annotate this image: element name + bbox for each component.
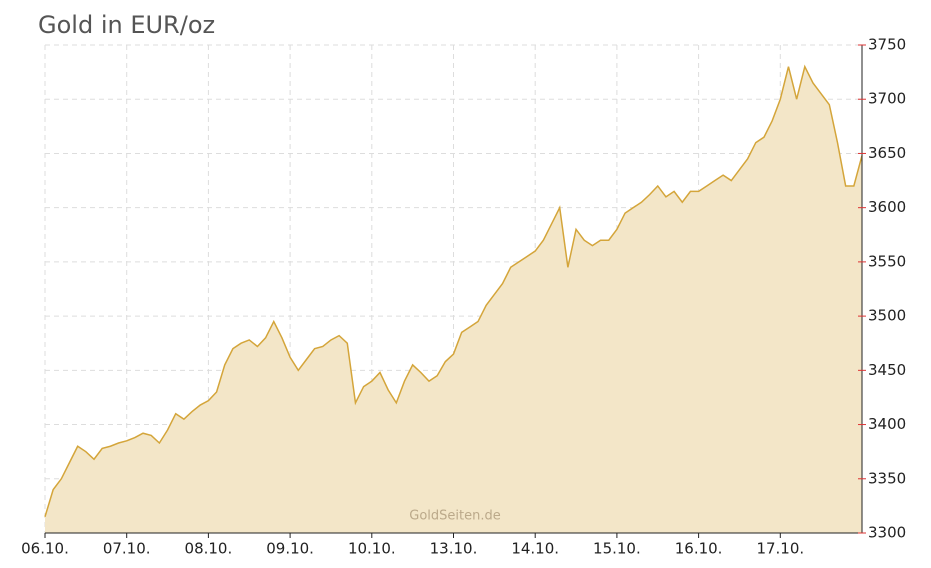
y-tick-label: 3300 [868, 524, 906, 542]
x-tick-label: 07.10. [103, 540, 151, 558]
chart-title: Gold in EUR/oz [38, 11, 215, 39]
y-tick-label: 3500 [868, 307, 906, 325]
x-tick-label: 14.10. [511, 540, 559, 558]
y-tick-label: 3350 [868, 469, 906, 487]
y-tick-label: 3550 [868, 252, 906, 270]
y-tick-label: 3450 [868, 361, 906, 379]
watermark: GoldSeiten.de [409, 509, 500, 524]
x-tick-label: 10.10. [348, 540, 396, 558]
x-tick-label: 06.10. [21, 540, 69, 558]
price-line [44, 64, 863, 517]
area-fill [45, 66, 862, 533]
x-tick-label: 13.10. [430, 540, 478, 558]
x-tick-label: 09.10. [266, 540, 314, 558]
y-tick-label: 3750 [868, 36, 906, 54]
y-tick-label: 3400 [868, 415, 906, 433]
x-tick-label: 08.10. [185, 540, 233, 558]
y-tick-label: 3700 [868, 90, 906, 108]
x-tick-label: 17.10. [756, 540, 804, 558]
x-tick-label: 15.10. [593, 540, 641, 558]
y-tick-label: 3650 [868, 144, 906, 162]
y-tick-label: 3600 [868, 198, 906, 216]
x-tick-label: 16.10. [675, 540, 723, 558]
